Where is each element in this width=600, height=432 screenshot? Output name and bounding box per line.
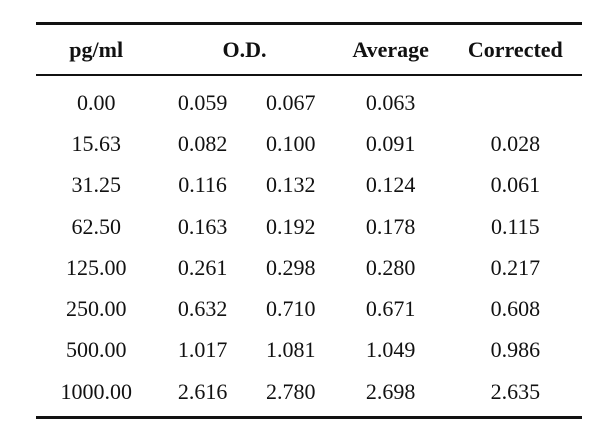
cell-corrected: 2.635 — [490, 378, 541, 404]
standard-curve-table-container: pg/ml O.D. Average Corrected 0.00 0.059 … — [36, 22, 582, 419]
cell-od-1: 0.116 — [178, 172, 227, 198]
cell-od-2: 0.298 — [265, 254, 316, 280]
header-average: Average — [352, 36, 429, 62]
cell-od-2: 1.081 — [265, 337, 316, 363]
header-row: pg/ml O.D. Average Corrected — [36, 23, 582, 75]
standard-curve-table: pg/ml O.D. Average Corrected 0.00 0.059 … — [36, 22, 582, 419]
cell-concentration: 250.00 — [65, 296, 127, 322]
cell-average: 2.698 — [365, 378, 416, 404]
cell-average: 0.671 — [365, 296, 416, 322]
cell-concentration: 15.63 — [71, 130, 121, 156]
cell-od-1: 0.261 — [177, 254, 228, 280]
cell-od-1: 0.059 — [177, 89, 228, 115]
cell-od-1: 0.163 — [177, 213, 228, 239]
table-row: 250.00 0.632 0.710 0.671 0.608 — [36, 288, 582, 329]
table-row: 0.00 0.059 0.067 0.063 — [36, 75, 582, 123]
header-corrected: Corrected — [467, 36, 563, 62]
cell-od-1: 0.632 — [177, 296, 228, 322]
cell-average: 1.049 — [365, 337, 416, 363]
table-body: 0.00 0.059 0.067 0.063 15.63 0.082 0.100… — [36, 75, 582, 418]
cell-corrected: 0.115 — [491, 213, 540, 239]
cell-average: 0.124 — [365, 172, 416, 198]
cell-od-2: 0.132 — [265, 172, 316, 198]
cell-concentration: 500.00 — [65, 337, 127, 363]
table-row: 125.00 0.261 0.298 0.280 0.217 — [36, 247, 582, 288]
cell-concentration: 125.00 — [65, 254, 127, 280]
cell-average: 0.280 — [365, 254, 416, 280]
table-row: 500.00 1.017 1.081 1.049 0.986 — [36, 330, 582, 371]
cell-od-1: 0.082 — [177, 130, 228, 156]
cell-concentration: 0.00 — [76, 89, 116, 115]
cell-corrected — [449, 75, 582, 123]
cell-corrected: 0.028 — [490, 130, 541, 156]
cell-od-2: 0.067 — [265, 89, 316, 115]
cell-concentration: 62.50 — [71, 213, 121, 239]
header-concentration: pg/ml — [69, 36, 124, 62]
cell-average: 0.178 — [365, 213, 416, 239]
table-row: 62.50 0.163 0.192 0.178 0.115 — [36, 206, 582, 247]
header-od: O.D. — [222, 36, 267, 62]
cell-od-1: 2.616 — [177, 378, 228, 404]
cell-od-2: 0.100 — [265, 130, 316, 156]
cell-corrected: 0.986 — [490, 337, 541, 363]
cell-average: 0.063 — [365, 89, 416, 115]
cell-od-2: 2.780 — [265, 378, 316, 404]
cell-od-2: 0.192 — [265, 213, 316, 239]
table-row: 1000.00 2.616 2.780 2.698 2.635 — [36, 371, 582, 418]
cell-od-1: 1.017 — [177, 337, 228, 363]
cell-corrected: 0.608 — [490, 296, 541, 322]
cell-od-2: 0.710 — [265, 296, 316, 322]
cell-concentration: 31.25 — [71, 172, 121, 198]
table-row: 15.63 0.082 0.100 0.091 0.028 — [36, 123, 582, 164]
table-row: 31.25 0.116 0.132 0.124 0.061 — [36, 165, 582, 206]
cell-concentration: 1000.00 — [60, 378, 132, 404]
cell-corrected: 0.061 — [490, 172, 541, 198]
table-header: pg/ml O.D. Average Corrected — [36, 23, 582, 75]
cell-average: 0.091 — [365, 130, 416, 156]
cell-corrected: 0.217 — [490, 254, 541, 280]
